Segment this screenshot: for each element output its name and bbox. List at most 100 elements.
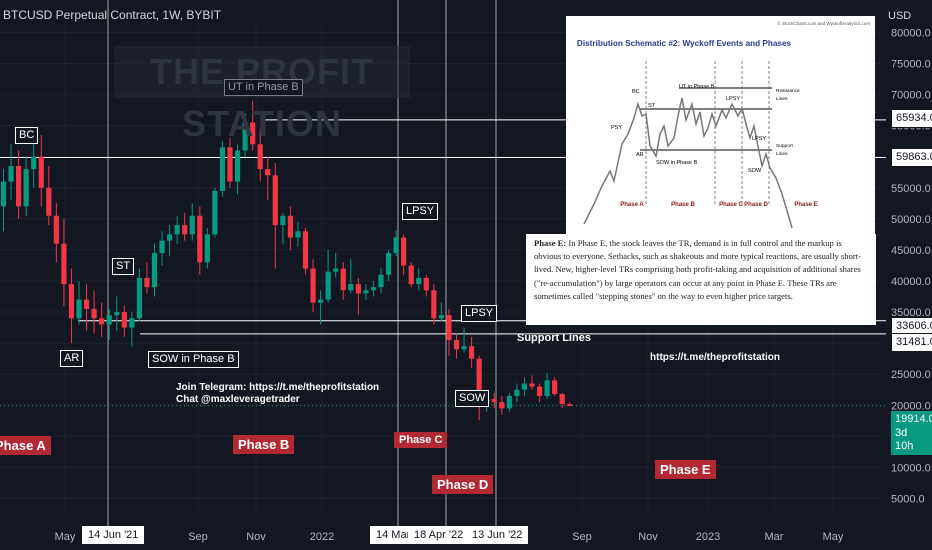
chart-title: BTCUSD Perpetual Contract, 1W, BYBIT [3,8,222,22]
y-tick-label: 20000.0 [891,400,931,412]
candle-body [355,284,361,294]
schematic-label-psy: PSY [611,125,622,131]
x-tick-label: Nov [638,531,658,543]
x-tick-label: Sep [188,531,208,543]
candle-body [257,144,263,170]
candle-body [167,234,173,241]
date-tag-18-apr-22: 18 Apr '22 [408,526,470,544]
schematic-title: Distribution Schematic #2: Wyckoff Event… [577,39,792,48]
phase-e-body: In Phase E, the stock leaves the TR, dem… [534,238,861,301]
candle-body [552,380,558,395]
candle-body [242,122,248,151]
candle-body [378,274,384,288]
candle-body [121,312,127,328]
candle-body [144,277,150,288]
label-bc: BC [15,127,39,144]
schematic-phase-a: Phase A [620,202,644,208]
phase-c-label: Phase C [394,432,448,448]
candle-body [521,383,528,390]
wyckoff-schematic-drawing: © StockCharts.com and WyckoffAnalytics.c… [577,20,871,229]
schematic-label-st: ST [648,103,656,109]
candle-body [31,156,37,170]
label-sow-phase-b: SOW in Phase B [148,351,239,368]
candle-body [453,340,460,350]
schematic-phase-e: Phase E [794,202,817,208]
candle-body [295,231,301,238]
candle-body [348,284,354,291]
candle-body [212,190,218,235]
candle-body [68,284,75,319]
y-tick-label: 80000.0 [891,27,931,39]
candle-body [506,395,512,409]
schematic-label-sow-phase-b: SOW in Phase B [656,160,698,166]
candle-body [23,169,29,207]
price-tag-65934: 65934.0 [891,109,932,128]
schematic-label-bc: BC [632,89,640,95]
candle-body [544,380,550,396]
candle-body [499,402,505,409]
candle-body [204,234,210,263]
candle-body [559,394,565,405]
candle-body [491,399,497,403]
label-ar: AR [60,350,84,367]
schematic-label-ut: UT in Phase B [679,84,715,90]
y-tick-label: 50000.0 [891,214,931,226]
candle-body [265,169,271,176]
candle-body [61,243,67,285]
y-tick-label: 35000.0 [891,307,931,319]
candle-body [114,312,120,316]
schematic-phase-b: Phase B [671,202,695,208]
date-tag-14-jun-21: 14 Jun '21 [82,526,145,544]
y-tick-label: 75000.0 [891,58,931,70]
candle-body [461,346,467,350]
bar-countdown-tag: 3d 10h [891,425,932,455]
x-tick-label: Sep [572,531,592,543]
currency-label: USD [888,10,912,22]
schematic-label-ar: AR [636,152,644,158]
phase-e-explanation: Phase E: In Phase E, the stock leaves th… [526,234,876,325]
candle-body [99,318,105,325]
x-tick-label: 2023 [696,531,720,543]
candle-body [280,215,286,226]
schematic-label-resistance: Resistance [776,88,800,94]
y-tick-label: 70000.0 [891,90,931,102]
candle-body [16,166,22,207]
candle-body [227,147,233,182]
candle-body [310,268,316,303]
label-lpsy-2: LPSY [461,305,498,322]
label-lpsy-1: LPSY [402,203,439,220]
candle-body [53,215,59,244]
wyckoff-schematic-inset: © StockCharts.com and WyckoffAnalytics.c… [566,16,875,236]
candle-body [416,277,422,285]
candle-body [385,253,392,275]
schematic-label-lpsy-2: LPSY [752,136,766,142]
phase-a-label: Phase A [0,436,51,455]
candle-body [46,187,52,216]
candle-body [219,147,226,191]
candle-body [363,290,369,294]
y-tick-label: 10000.0 [891,462,931,474]
candle-body [136,277,142,319]
candle-body [174,225,180,235]
label-ut-phase-b: UT in Phase B [224,79,303,96]
candle-body [423,277,429,291]
candle-body [38,156,44,188]
candle-body [469,346,475,359]
schematic-label-lpsy: LPSY [726,96,740,102]
y-tick-label: 55000.0 [891,183,931,195]
y-tick-label: 40000.0 [891,276,931,288]
candle-body [189,215,195,235]
x-tick-label: Nov [246,531,266,543]
x-tick-label: May [823,531,844,543]
schematic-price-path [583,97,793,229]
candle-body [302,231,309,269]
phase-d-label: Phase D [432,475,494,494]
price-tag-59863: 59863.0 [891,148,932,167]
schematic-credit: © StockCharts.com and WyckoffAnalytics.c… [778,20,871,26]
candle-body [250,122,256,145]
candle-body [446,315,452,341]
schematic-label-support-lines: Lines [776,151,788,157]
candle-body [325,271,331,300]
